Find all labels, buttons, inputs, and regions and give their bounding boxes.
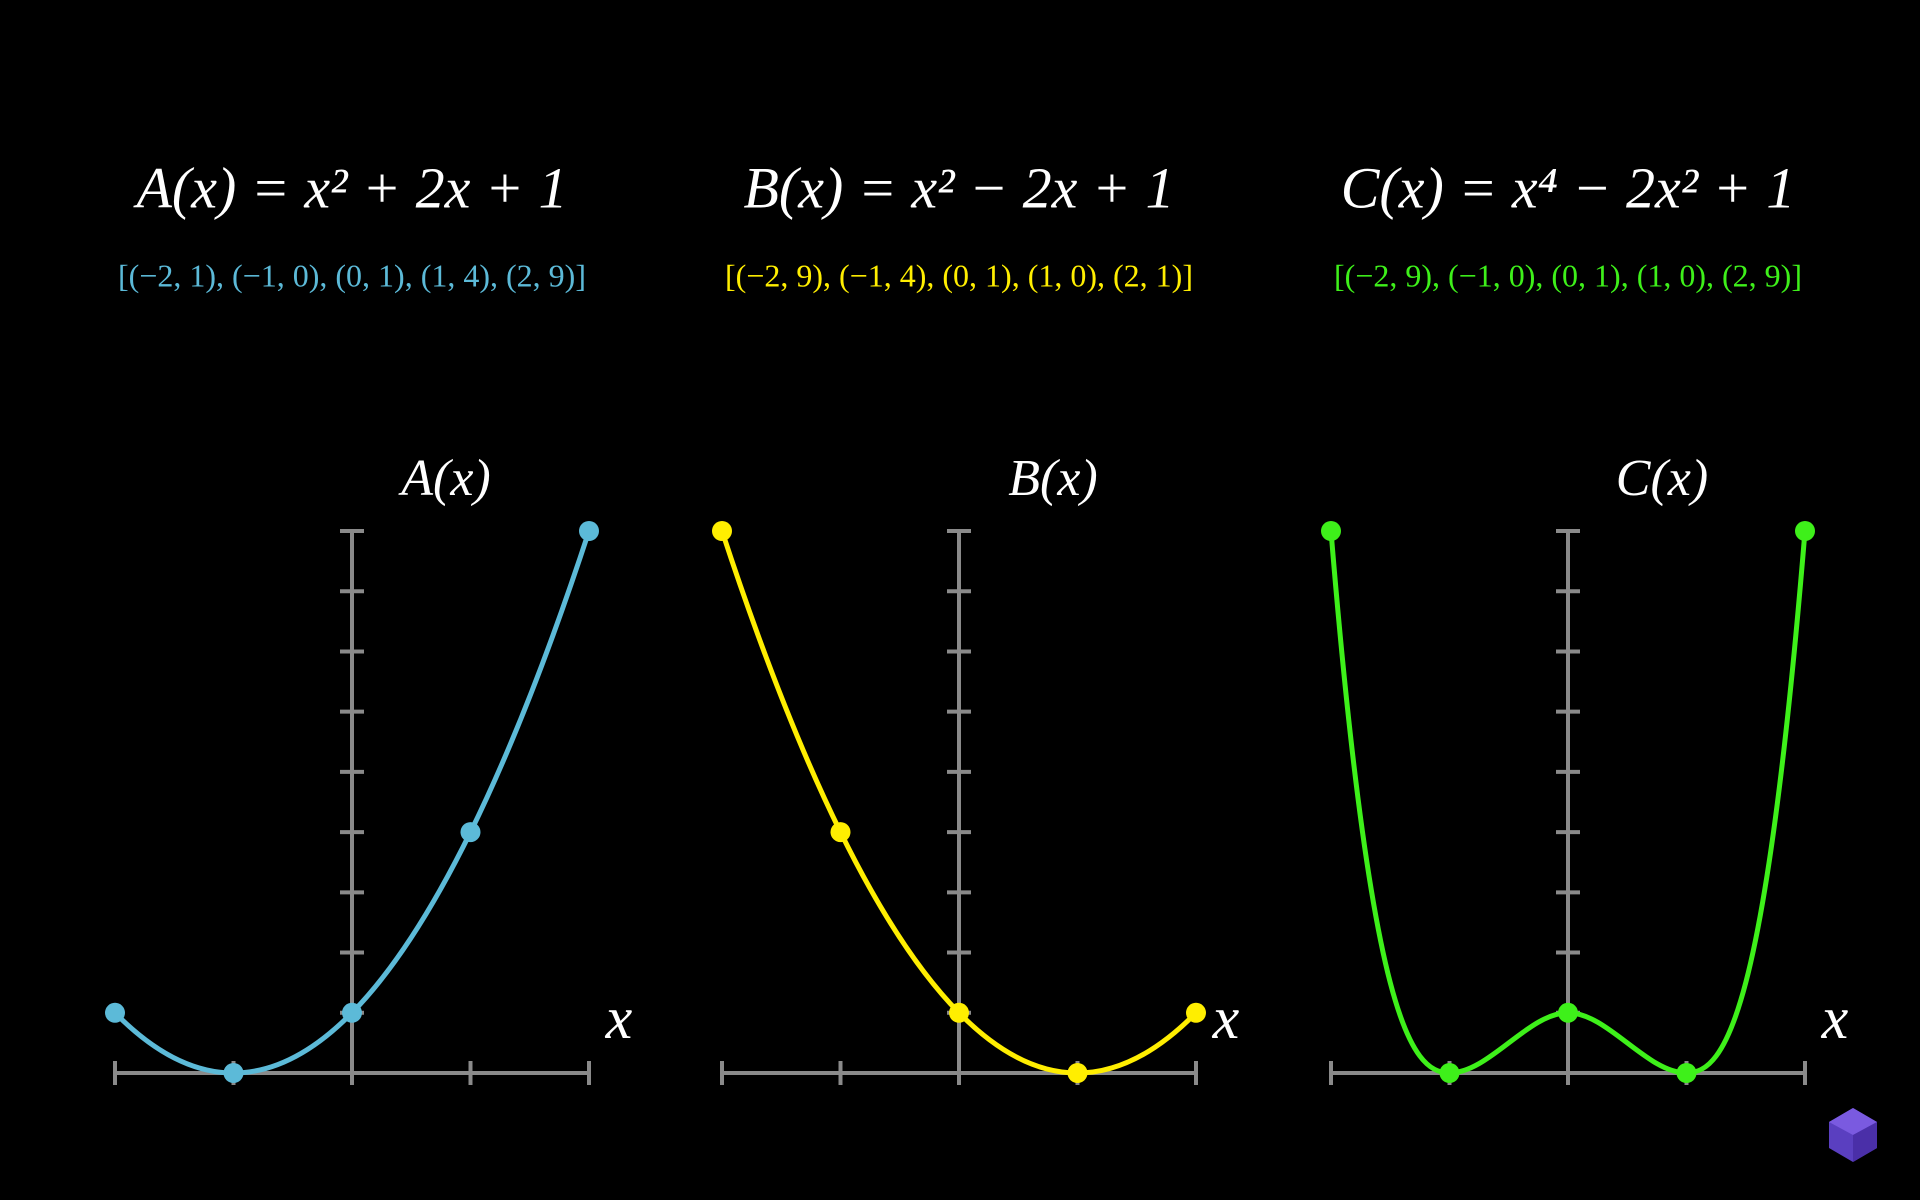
logo [1829,1108,1877,1162]
data-point [1558,1002,1578,1023]
data-point [1321,521,1341,541]
function-label: A(x) [398,450,490,507]
points-list: [(−2, 1), (−1, 0), (0, 1), (1, 4), (2, 9… [118,257,586,293]
data-point [949,1002,969,1023]
x-axis-label: x [605,985,633,1051]
data-point [579,521,599,541]
data-point [1067,1063,1088,1083]
formula-title: A(x) = x² + 2x + 1 [132,155,567,220]
points-list: [(−2, 9), (−1, 0), (0, 1), (1, 0), (2, 9… [1334,257,1802,293]
data-point [830,822,851,843]
x-axis-label: x [1212,985,1240,1051]
data-point [1439,1063,1460,1083]
data-point [1186,1002,1206,1023]
curve [719,530,1198,1076]
data-point [223,1063,244,1083]
data-point [1676,1063,1697,1083]
data-point [105,1002,125,1023]
formula-title: C(x) = x⁴ − 2x² + 1 [1341,155,1796,220]
data-point [1795,521,1815,541]
data-point [342,1002,362,1023]
x-axis-label: x [1821,985,1849,1051]
points-list: [(−2, 9), (−1, 4), (0, 1), (1, 0), (2, 1… [725,257,1193,293]
data-point [460,822,481,843]
data-point [712,521,732,541]
function-label: C(x) [1616,450,1708,507]
function-label: B(x) [1008,450,1097,507]
formula-title: B(x) = x² − 2x + 1 [743,155,1174,220]
curve [113,530,592,1076]
